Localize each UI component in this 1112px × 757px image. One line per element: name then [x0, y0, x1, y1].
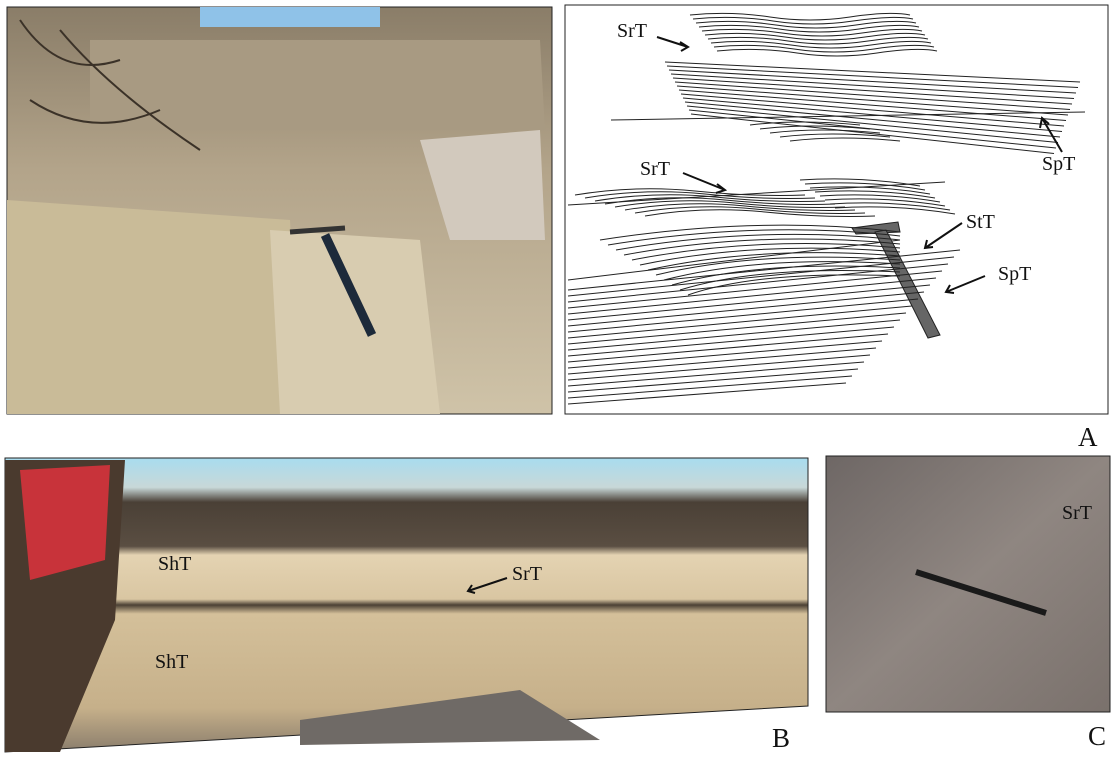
page: {"panel_a": {"label": "A", "sketch_label… [0, 0, 1112, 757]
photo-label: SrT [1062, 502, 1092, 524]
photo-label: ShT [155, 651, 188, 673]
sketch-label: SpT [1042, 153, 1075, 175]
photo-b [5, 458, 808, 752]
photo-label: SrT [512, 563, 542, 585]
panel-label: C [1088, 721, 1106, 751]
photo-label: ShT [158, 553, 191, 575]
sketch-label: SpT [998, 263, 1031, 285]
sketch-label: SrT [617, 20, 647, 42]
figure: SrT SpT SrT StT SpT A ShT SrT ShT B SrT … [0, 0, 1112, 757]
panel-label: A [1078, 422, 1098, 452]
panel-label: B [772, 723, 790, 753]
sketch-label: StT [966, 211, 995, 233]
photo-c [826, 456, 1110, 712]
photo-a [7, 7, 552, 414]
sketch-label: SrT [640, 158, 670, 180]
sketch-a [565, 5, 1108, 414]
